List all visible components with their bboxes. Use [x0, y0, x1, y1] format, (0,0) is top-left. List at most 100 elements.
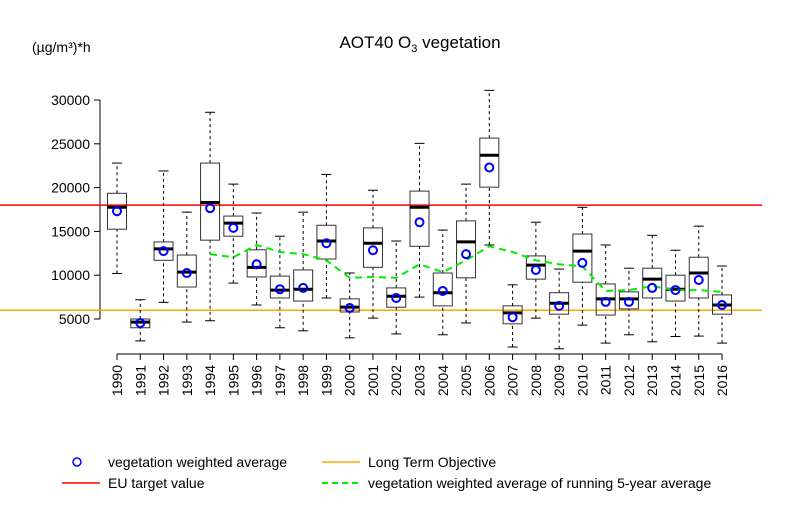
x-tick-label: 2011: [598, 365, 614, 395]
box-1992: [153, 170, 174, 303]
x-tick-label: 2000: [342, 365, 358, 396]
x-tick-label: 2001: [365, 365, 381, 396]
box-2008: [525, 221, 546, 319]
x-tick-label: 2005: [458, 365, 474, 396]
x-tick-label: 2013: [644, 365, 660, 396]
legend-label-running: vegetation weighted average of running 5…: [368, 475, 711, 491]
box-2015: [688, 225, 709, 337]
mean-point: [437, 285, 448, 296]
box-2003: [409, 142, 430, 298]
mean-point: [205, 203, 216, 214]
box-iqr: [642, 267, 663, 299]
box-1993: [176, 211, 197, 323]
box-iqr: [502, 305, 523, 325]
y-tick-label: 5000: [59, 311, 90, 327]
x-tick-label: 2009: [551, 365, 567, 396]
mean-point: [600, 296, 611, 307]
mean-point: [530, 264, 541, 275]
box-2001: [362, 189, 383, 319]
mean-point: [717, 299, 728, 310]
box-iqr: [293, 269, 314, 302]
box-2009: [549, 268, 570, 350]
box-2007: [502, 284, 523, 348]
x-tick-label: 1998: [295, 365, 311, 396]
x-tick-label: 2006: [481, 365, 497, 396]
y-tick-label: 10000: [51, 267, 90, 283]
mean-point: [321, 238, 332, 249]
x-tick-label: 1999: [318, 365, 334, 396]
box-iqr: [688, 256, 709, 299]
legend: vegetation weighted average Long Term Ob…: [62, 454, 711, 491]
box-2011: [595, 244, 616, 344]
box-1994: [200, 111, 221, 322]
mean-point: [135, 317, 146, 328]
x-tick-label: 2003: [412, 365, 428, 396]
x-tick-label: 2004: [435, 365, 451, 396]
box-2013: [642, 234, 663, 343]
mean-point: [298, 282, 309, 293]
mean-point: [274, 284, 285, 295]
box-iqr: [107, 192, 127, 230]
box-iqr: [456, 220, 477, 279]
mean-point: [484, 162, 495, 173]
x-tick-label: 2012: [621, 365, 637, 396]
box-2005: [456, 183, 477, 324]
chart-title: AOT40 O3 vegetation: [339, 33, 500, 55]
box-iqr: [246, 249, 267, 278]
legend-label-lto: Long Term Objective: [368, 454, 496, 470]
mean-point: [158, 246, 169, 257]
box-iqr: [432, 272, 453, 307]
y-axis-label: (µg/m³)*h: [32, 39, 91, 55]
mean-point: [670, 285, 681, 296]
box-1995: [223, 183, 244, 284]
box-iqr: [525, 255, 546, 280]
mean-point: [693, 275, 704, 286]
box-iqr: [479, 137, 500, 188]
mean-point: [181, 268, 192, 279]
x-tick-label: 1992: [156, 365, 172, 396]
y-tick-label: 30000: [51, 92, 90, 108]
x-tick-label: 1990: [109, 365, 125, 396]
x-tick-label: 2014: [667, 365, 683, 396]
x-tick-label: 1995: [225, 365, 241, 396]
running-average-line: [209, 243, 723, 293]
y-tick-label: 20000: [51, 180, 90, 196]
x-tick-label: 2015: [691, 365, 707, 396]
box-iqr: [572, 233, 593, 283]
mean-point: [367, 245, 378, 256]
box-iqr: [269, 275, 290, 299]
mean-point: [391, 292, 402, 303]
legend-mean-marker: [72, 457, 82, 467]
x-tick-label: 1996: [249, 365, 265, 396]
y-tick-label: 15000: [51, 223, 90, 239]
mean-point: [228, 222, 239, 233]
box-1996: [246, 212, 267, 306]
mean-point: [461, 249, 472, 260]
x-tick-label: 2002: [388, 365, 404, 396]
x-tick-label: 2016: [714, 365, 730, 396]
y-tick-label: 25000: [51, 136, 90, 152]
box-2006: [479, 89, 500, 246]
mean-point: [647, 282, 658, 293]
box-1997: [269, 235, 290, 329]
box-2012: [618, 267, 639, 336]
box-iqr: [618, 291, 639, 310]
legend-label-target: EU target value: [108, 475, 205, 491]
box-iqr: [153, 241, 174, 261]
x-tick-label: 1994: [202, 365, 218, 396]
mean-point: [414, 217, 425, 228]
mean-point: [623, 296, 634, 307]
mean-point: [344, 303, 355, 314]
x-tick-label: 1991: [132, 365, 148, 396]
box-2000: [339, 272, 360, 339]
box-iqr: [223, 215, 244, 237]
box-2016: [712, 265, 733, 344]
legend-label-mean: vegetation weighted average: [108, 454, 287, 470]
box-iqr: [409, 190, 430, 247]
mean-point: [112, 206, 122, 217]
mean-point: [251, 259, 262, 270]
x-tick-label: 1997: [272, 365, 288, 396]
x-tick-label: 2007: [505, 365, 521, 396]
